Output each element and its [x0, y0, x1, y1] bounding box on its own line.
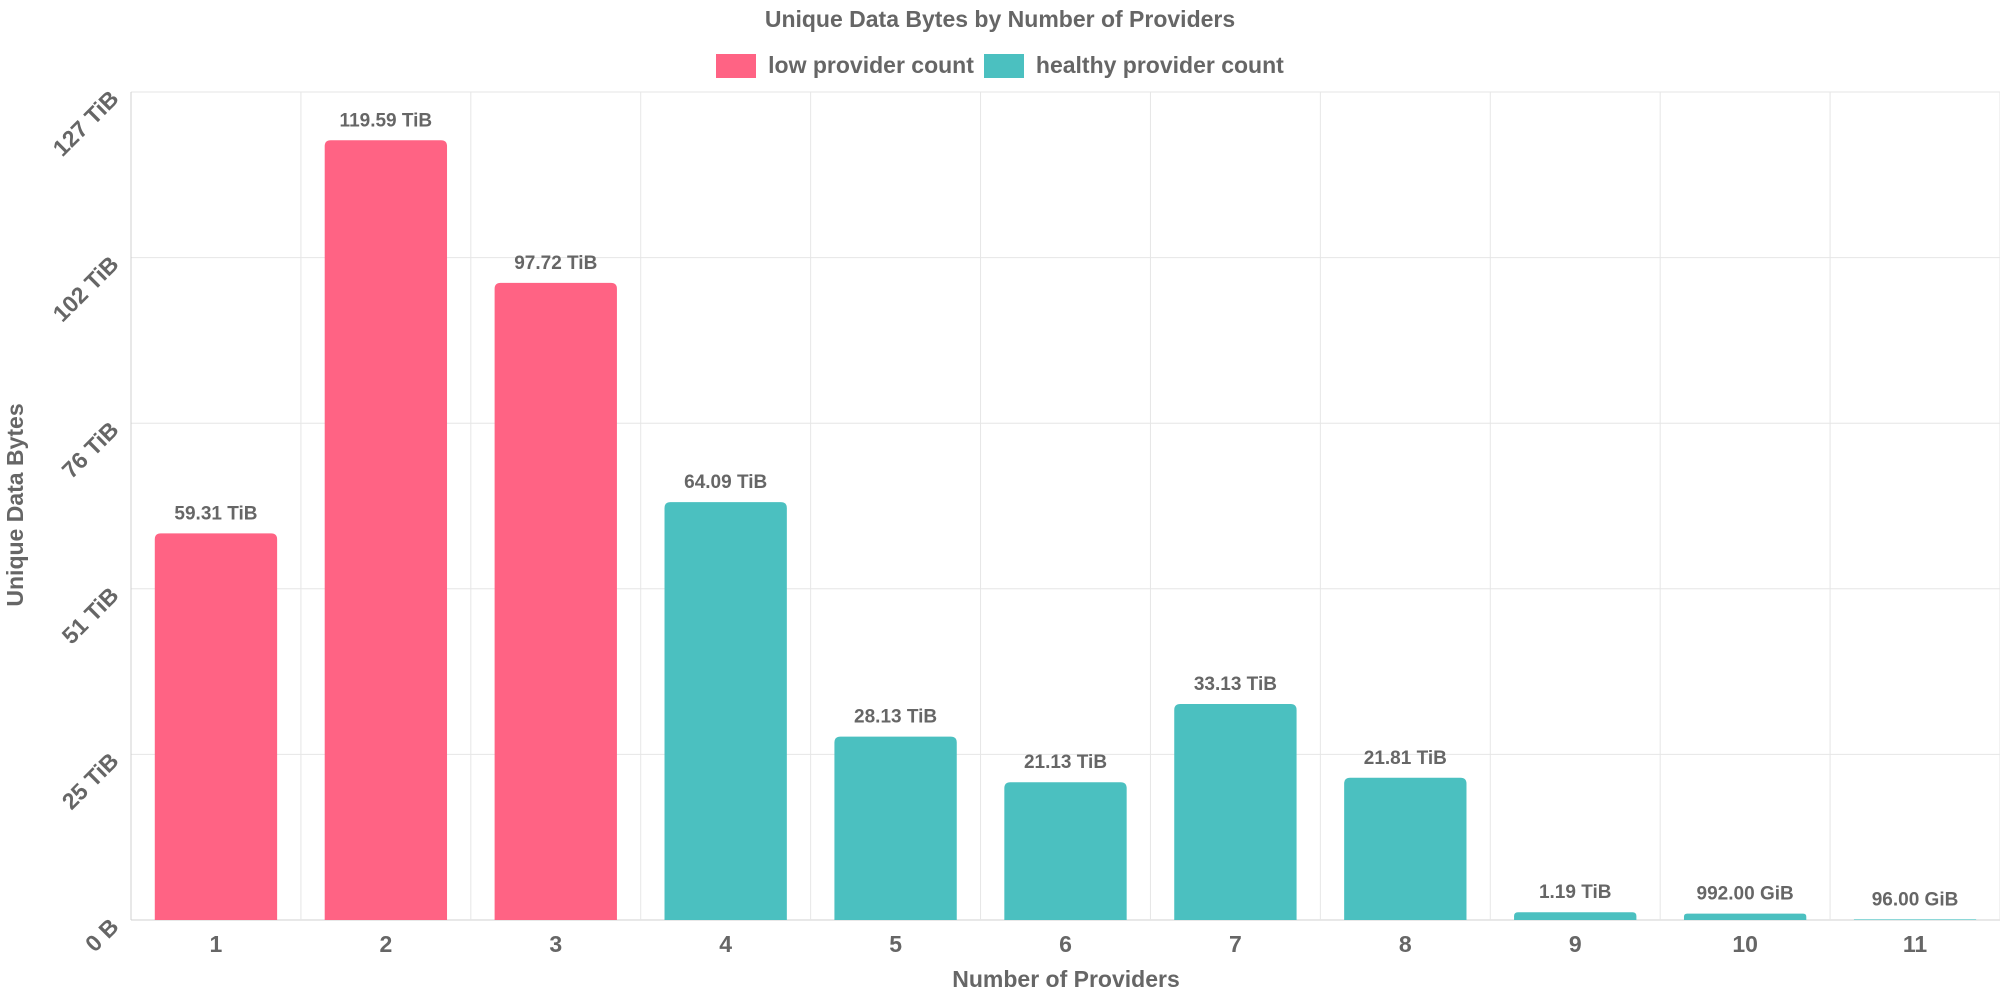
bar-4 [664, 502, 787, 920]
legend-label-low: low provider count [768, 52, 974, 78]
x-tick-10: 10 [1732, 931, 1758, 957]
bar-11 [1853, 919, 1977, 920]
y-tick-label: 102 TiB [48, 251, 124, 327]
data-label-2: 119.59 TiB [340, 110, 433, 131]
x-axis-label: Number of Providers [952, 966, 1180, 992]
bar-5 [834, 736, 957, 920]
legend-swatch-low [716, 53, 757, 78]
bar-9 [1514, 912, 1637, 920]
chart-title: Unique Data Bytes by Number of Providers [764, 6, 1236, 32]
x-tick-5: 5 [889, 931, 902, 957]
legend-label-healthy: healthy provider count [1035, 52, 1284, 78]
legend-swatch-healthy [983, 53, 1024, 78]
data-label-9: 1.19 TiB [1539, 882, 1612, 903]
bar-10 [1683, 913, 1807, 920]
data-label-10: 992.00 GiB [1697, 884, 1794, 905]
bar-3 [494, 282, 617, 921]
x-axis-ticks: 1 2 3 4 5 6 7 8 9 10 11 [210, 931, 1928, 957]
x-tick-9: 9 [1569, 931, 1582, 957]
x-tick-3: 3 [549, 931, 562, 957]
y-tick-label: 127 TiB [48, 85, 124, 161]
data-label-4: 64.09 TiB [684, 472, 767, 493]
bar-8 [1344, 777, 1467, 920]
x-tick-6: 6 [1059, 931, 1072, 957]
bar-7 [1174, 704, 1297, 920]
data-label-1: 59.31 TiB [174, 503, 257, 524]
x-tick-8: 8 [1399, 931, 1412, 957]
bar-1 [154, 533, 278, 920]
y-axis-label: Unique Data Bytes [2, 403, 28, 606]
data-label-3: 97.72 TiB [514, 253, 597, 274]
y-tick-label: 25 TiB [57, 748, 124, 815]
y-tick-label: 0 B [80, 913, 124, 957]
x-tick-4: 4 [719, 931, 732, 957]
bars [154, 140, 1977, 921]
bar-2 [324, 140, 448, 921]
chart-legend: low provider count healthy provider coun… [0, 52, 2000, 79]
bar-6 [1004, 782, 1127, 920]
legend-item-healthy-provider-count[interactable]: healthy provider count [983, 52, 1284, 79]
data-labels: 59.31 TiB 119.59 TiB 97.72 TiB 64.09 TiB 28.… [174, 110, 1958, 910]
legend-item-low-provider-count[interactable]: low provider count [716, 52, 974, 79]
y-tick-label: 51 TiB [57, 582, 124, 649]
x-tick-11: 11 [1903, 931, 1928, 957]
data-label-5: 28.13 TiB [854, 707, 937, 728]
data-label-7: 33.13 TiB [1194, 674, 1277, 695]
y-axis-ticks: 0 B 25 TiB 51 TiB 76 TiB 102 TiB 127 TiB [48, 85, 124, 957]
x-tick-1: 1 [210, 931, 223, 957]
x-tick-2: 2 [379, 931, 392, 957]
data-label-8: 21.81 TiB [1364, 748, 1447, 769]
data-label-6: 21.13 TiB [1024, 752, 1107, 773]
y-tick-label: 76 TiB [57, 416, 124, 483]
data-label-11: 96.00 GiB [1872, 889, 1959, 910]
x-tick-7: 7 [1229, 931, 1242, 957]
